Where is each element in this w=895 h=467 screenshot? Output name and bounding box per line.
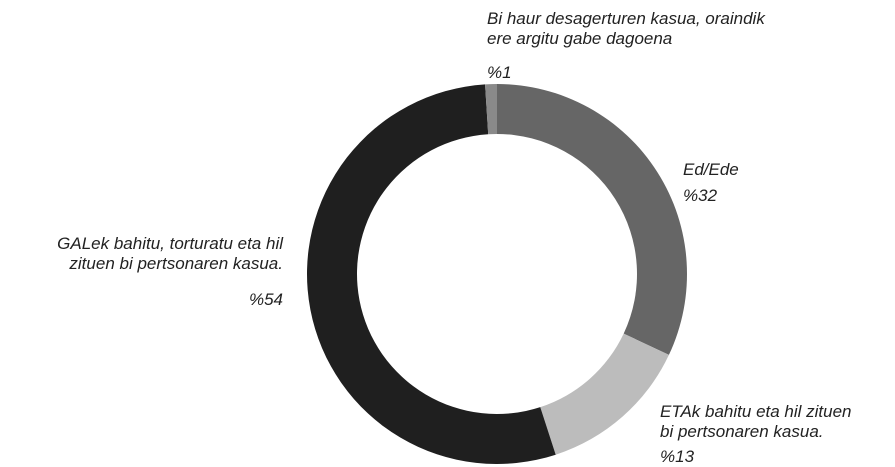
slice-label: Bi haur desagerturen kasua, oraindik ere… [487,9,765,48]
slice-label: Ed/Ede [683,160,739,179]
donut-slice [485,84,497,135]
slice-label: ETAk bahitu eta hil zituen bi pertsonare… [660,402,852,441]
donut-slice [307,84,556,464]
slice-value-label: %54 [248,290,283,309]
donut-slice [540,333,669,455]
donut-slice [497,84,687,355]
slice-value-label: %13 [660,447,695,466]
slice-value-label: %32 [683,186,718,205]
slice-label: GALek bahitu, torturatu eta hil zituen b… [57,234,283,273]
slice-value-label: %1 [487,63,512,82]
